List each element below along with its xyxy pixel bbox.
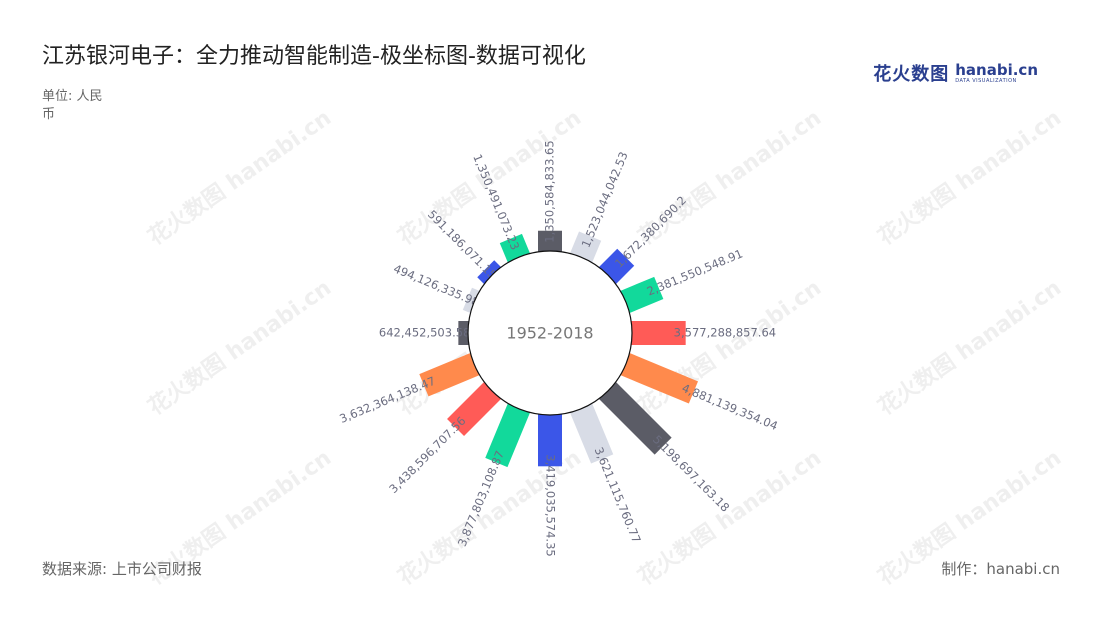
data-label: 3,419,035,574.35 <box>544 454 558 556</box>
data-label: 1,523,044,042.53 <box>579 150 631 250</box>
center-circle <box>467 250 633 416</box>
brand-name-cn: 花火数图 <box>873 64 950 85</box>
data-label: 2,381,550,548.91 <box>645 246 745 298</box>
brand-name-en: hanabi.cn <box>955 60 1038 79</box>
unit-label: 单位: 人民币 <box>42 89 103 122</box>
data-label: 5,198,697,163.18 <box>650 432 732 514</box>
data-label: 1,350,491,073.23 <box>470 152 522 252</box>
data-label: 3,577,288,857.64 <box>674 326 776 340</box>
credit: 制作：hanabi.cn <box>941 560 1060 578</box>
data-label: 494,126,335.98 <box>391 261 481 309</box>
chart-bar[interactable] <box>477 260 504 287</box>
data-label: 3,877,803,108.87 <box>455 449 507 549</box>
center-label: 1952-2018 <box>506 324 593 343</box>
chart-bar[interactable] <box>447 379 504 436</box>
brand-logo[interactable]: 花火数图 hanabi.cn DATA VISUALIZATION <box>873 60 1038 86</box>
data-label: 3,438,596,707.56 <box>386 414 468 496</box>
chart-bar[interactable] <box>627 321 686 345</box>
data-label: 1,672,380,690.2 <box>612 193 689 270</box>
chart-bar[interactable] <box>419 351 483 397</box>
chart-bar[interactable] <box>538 411 562 467</box>
page-title: 江苏银河电子：全力推动智能制造-极坐标图-数据可视化 <box>42 44 586 69</box>
data-label: 3,632,364,138.47 <box>337 374 437 426</box>
chart-bar[interactable] <box>617 276 664 315</box>
data-label: 642,452,503.58 <box>379 326 470 340</box>
chart-bar[interactable] <box>596 379 672 455</box>
chart-bar[interactable] <box>485 400 532 468</box>
data-label: 1,350,584,833.65 <box>543 140 557 242</box>
data-label: 4,881,139,354.04 <box>680 381 780 433</box>
brand-tagline: DATA VISUALIZATION <box>955 77 1017 84</box>
chart-bar[interactable] <box>568 400 614 464</box>
chart-bar[interactable] <box>617 351 699 404</box>
data-label: 3,621,115,760.77 <box>592 445 644 545</box>
data-label: 591,186,071.15 <box>425 207 500 282</box>
data-source: 数据来源: 上市公司财报 <box>42 560 202 578</box>
